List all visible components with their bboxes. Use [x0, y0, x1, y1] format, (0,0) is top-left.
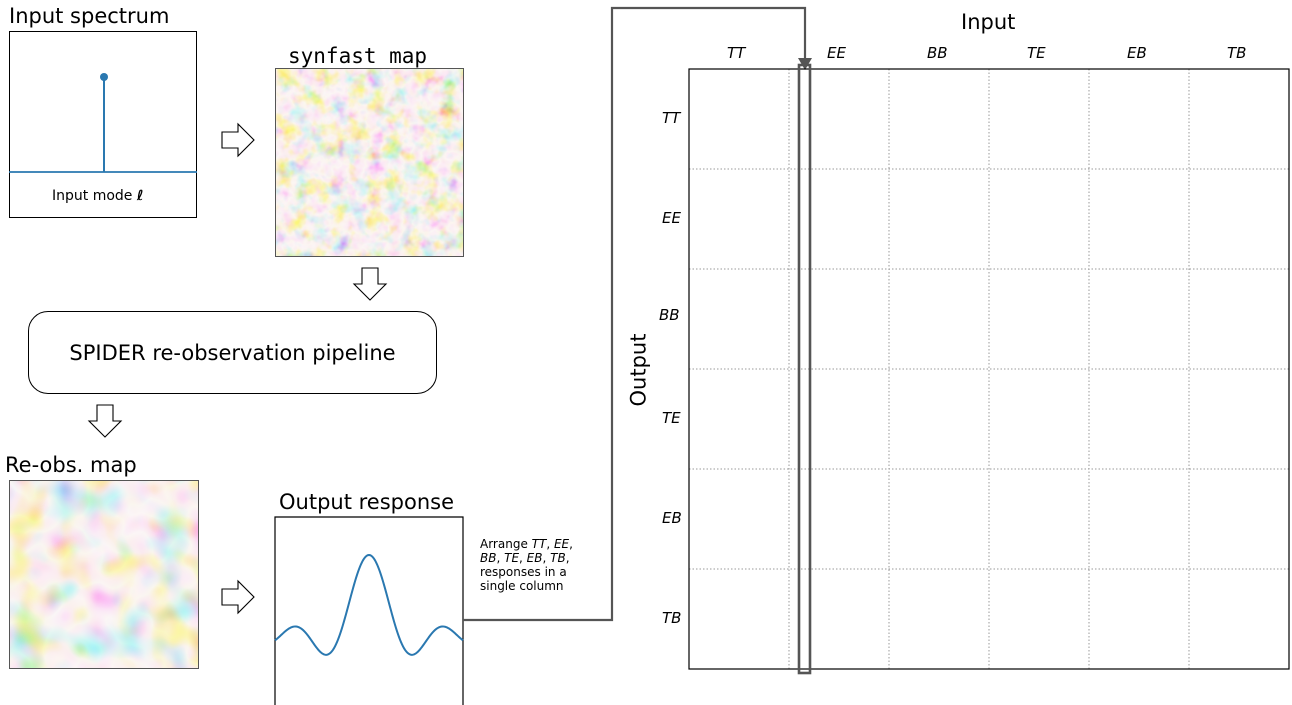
synfast-map-title: synfast map [288, 44, 428, 68]
note-eb: EB [526, 551, 543, 565]
note-ee: EE [553, 537, 570, 551]
output-response-frame [274, 516, 464, 705]
column-label-tb: TB [1227, 44, 1247, 62]
row-label-tt: TT [662, 109, 681, 127]
note-sep: , [519, 551, 527, 565]
column-label-te: TE [1027, 44, 1046, 62]
reobs-map-title: Re-obs. map [5, 453, 137, 477]
note-sep: , [569, 537, 573, 551]
row-label-eb: EB [662, 509, 682, 527]
note-sep: , [496, 551, 505, 565]
note-prefix: Arrange [480, 537, 532, 551]
note-tb: TB [550, 551, 566, 565]
matrix-output-title: Output [626, 333, 651, 407]
column-label-eb: EB [1127, 44, 1147, 62]
note-sep: , [542, 551, 551, 565]
note-sep: , [546, 537, 554, 551]
column-label-tt: TT [727, 44, 746, 62]
arrow-right-2 [221, 579, 255, 615]
reobs-map-image [9, 480, 199, 669]
output-response-curve [274, 553, 464, 656]
note-bb: BB [480, 551, 497, 565]
reobs-noise-svg [10, 481, 198, 668]
synfast-noise-svg [276, 69, 463, 256]
input-spectrum-xlabel: Input mode ℓ [52, 188, 143, 204]
connector-arrowhead [798, 58, 812, 70]
note-line4: single column [480, 579, 564, 593]
connector-line [463, 6, 807, 622]
highlight-column [797, 63, 812, 675]
matrix-input-title: Input [961, 10, 1016, 34]
row-label-tb: TB [662, 609, 682, 627]
note-tt: TT [531, 537, 547, 551]
arrange-note: Arrange TT, EE, BB, TE, EB, TB, response… [480, 537, 605, 593]
output-response-title: Output response [279, 490, 455, 514]
synfast-map-image [275, 68, 464, 257]
note-te: TE [504, 551, 520, 565]
row-label-bb: BB [659, 306, 680, 324]
input-spectrum-title: Input spectrum [9, 4, 170, 28]
arrow-down-2 [87, 404, 123, 438]
note-sep: , [565, 551, 570, 565]
arrow-down-1 [352, 267, 388, 301]
input-mode-label: Input mode [52, 188, 137, 204]
spider-pipeline-box: SPIDER re-observation pipeline [28, 311, 437, 394]
matrix-grid [689, 69, 1289, 669]
matrix-frame [688, 68, 1290, 670]
pipeline-label: SPIDER re-observation pipeline [69, 340, 396, 365]
column-label-ee: EE [827, 44, 846, 62]
row-label-te: TE [662, 409, 681, 427]
column-label-bb: BB [927, 44, 948, 62]
row-label-ee: EE [662, 209, 681, 227]
arrow-right-1 [221, 122, 255, 158]
ell-symbol: ℓ [136, 188, 144, 204]
note-line3: responses in a [480, 565, 567, 579]
